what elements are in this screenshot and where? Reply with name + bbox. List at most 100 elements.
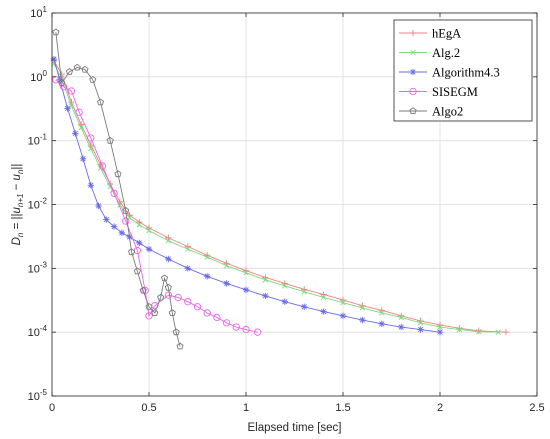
y-tick-label: 10-2	[28, 197, 48, 212]
legend-label: Algo2	[432, 105, 463, 119]
data-point-marker	[213, 313, 221, 322]
data-point-marker	[56, 76, 63, 83]
data-point-marker	[253, 328, 262, 336]
data-point-marker	[165, 255, 172, 263]
data-point-marker	[456, 325, 463, 332]
data-point-marker	[340, 299, 346, 306]
series-layer	[50, 28, 510, 350]
data-point-marker	[204, 273, 211, 280]
data-point-marker	[262, 277, 269, 283]
data-point-marker	[262, 292, 269, 300]
legend-box	[393, 19, 533, 122]
data-point-marker	[77, 121, 85, 128]
data-point-marker	[122, 206, 130, 214]
data-point-marker	[359, 305, 366, 311]
data-point-marker	[456, 326, 463, 333]
data-point-marker	[89, 75, 97, 83]
data-point-marker	[320, 294, 327, 301]
data-point-marker	[409, 87, 417, 96]
data-point-marker	[222, 319, 231, 327]
data-point-marker	[185, 246, 191, 252]
data-point-marker	[50, 55, 58, 63]
data-point-marker	[87, 141, 94, 149]
data-point-marker	[68, 103, 75, 109]
data-point-marker	[409, 29, 417, 37]
legend-item-hEgA: hEgA	[399, 27, 461, 41]
data-point-marker	[243, 270, 249, 276]
data-point-marker	[145, 303, 153, 310]
data-point-marker	[409, 68, 417, 76]
y-tick-label: 10-5	[28, 388, 48, 403]
data-point-marker	[282, 283, 288, 289]
x-tick-label: 2.5	[529, 402, 544, 414]
data-point-marker	[81, 65, 89, 73]
data-point-marker	[203, 309, 211, 317]
data-point-marker	[136, 239, 143, 247]
data-point-marker	[139, 286, 147, 294]
y-tick-label: 101	[30, 5, 47, 20]
data-point-marker	[165, 238, 172, 244]
data-point-marker	[114, 170, 122, 178]
series-line	[55, 79, 258, 333]
data-point-marker	[65, 68, 74, 75]
data-point-marker	[165, 234, 172, 242]
data-point-marker	[95, 202, 102, 210]
data-point-marker	[59, 83, 68, 91]
data-point-marker	[146, 227, 152, 234]
data-point-marker	[320, 308, 327, 315]
data-point-marker	[160, 274, 169, 282]
data-point-marker	[79, 155, 87, 162]
y-tick-label: 10-3	[28, 260, 48, 275]
data-point-marker	[110, 189, 118, 197]
legend-item-SISEGM: SISEGM	[399, 85, 478, 99]
data-point-marker	[301, 289, 307, 295]
data-point-marker	[176, 342, 184, 350]
series-Algorithm4.3	[50, 55, 444, 336]
x-tick-label: 2	[437, 402, 443, 414]
data-point-marker	[398, 314, 404, 321]
legend-label: SISEGM	[432, 85, 478, 99]
data-point-marker	[168, 309, 176, 316]
data-point-marker	[417, 326, 424, 333]
data-point-marker	[126, 215, 133, 221]
legend: hEgA Alg.2 Algorithm4.3 SISEGM Algo2	[393, 19, 533, 122]
x-tick-label: 1.5	[335, 402, 350, 414]
data-point-marker	[151, 309, 159, 316]
data-point-marker	[475, 327, 482, 335]
data-point-marker	[52, 28, 60, 36]
y-tick-label: 100	[30, 69, 47, 84]
data-point-marker	[223, 262, 230, 269]
data-point-marker	[172, 328, 180, 336]
data-point-marker	[437, 324, 443, 330]
data-point-marker	[64, 105, 71, 112]
legend-label: Alg.2	[432, 46, 460, 60]
data-point-marker	[359, 316, 366, 324]
data-point-marker	[141, 286, 149, 295]
data-point-marker	[127, 248, 136, 256]
data-point-marker	[232, 323, 240, 331]
legend-label: Algorithm4.3	[432, 66, 500, 80]
data-point-marker	[242, 325, 250, 334]
data-point-marker	[301, 303, 308, 310]
data-point-marker	[106, 136, 114, 144]
data-point-marker	[78, 124, 84, 131]
data-point-marker	[87, 134, 95, 142]
legend-item-Alg.2: Alg.2	[399, 46, 460, 60]
data-point-marker	[118, 229, 126, 237]
series-SISEGM	[52, 76, 262, 336]
x-tick-label: 0	[49, 402, 55, 414]
legend-item-Algorithm4.3: Algorithm4.3	[399, 66, 500, 80]
data-point-marker	[133, 267, 141, 275]
data-point-marker	[88, 145, 94, 152]
series-Algo2	[52, 28, 184, 350]
x-axis-label: Elapsed time [sec]	[248, 422, 342, 434]
data-point-marker	[96, 98, 105, 106]
data-point-marker	[87, 182, 94, 189]
data-point-marker	[110, 223, 118, 230]
data-point-marker	[409, 107, 417, 115]
data-point-marker	[184, 265, 191, 272]
data-point-marker	[476, 328, 482, 335]
data-point-marker	[145, 245, 153, 253]
data-point-marker	[103, 216, 110, 223]
